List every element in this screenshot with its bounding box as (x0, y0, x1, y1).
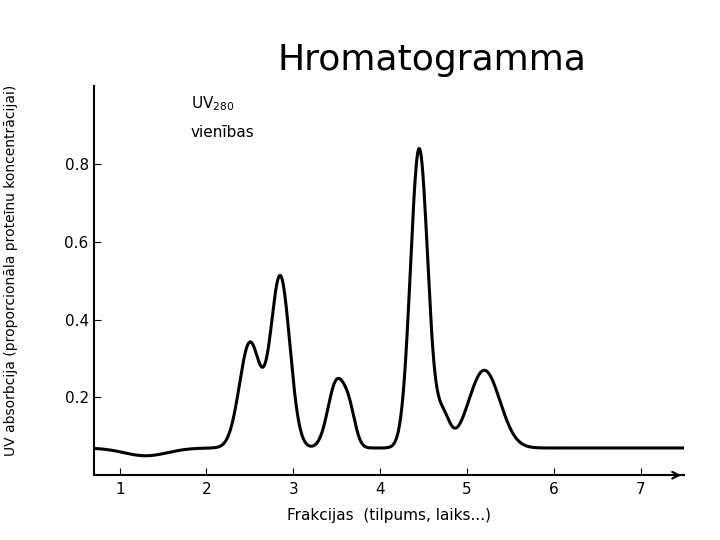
Text: UV absorbcija (proporcionāla proteīnu koncentrācijai): UV absorbcija (proporcionāla proteīnu ko… (4, 84, 18, 456)
Text: Hromatogramma: Hromatogramma (278, 43, 586, 77)
X-axis label: Frakcijas  (tilpums, laiks...): Frakcijas (tilpums, laiks...) (287, 508, 491, 523)
Text: vienības: vienības (191, 125, 255, 140)
Text: UV$_{280}$: UV$_{280}$ (191, 94, 235, 113)
